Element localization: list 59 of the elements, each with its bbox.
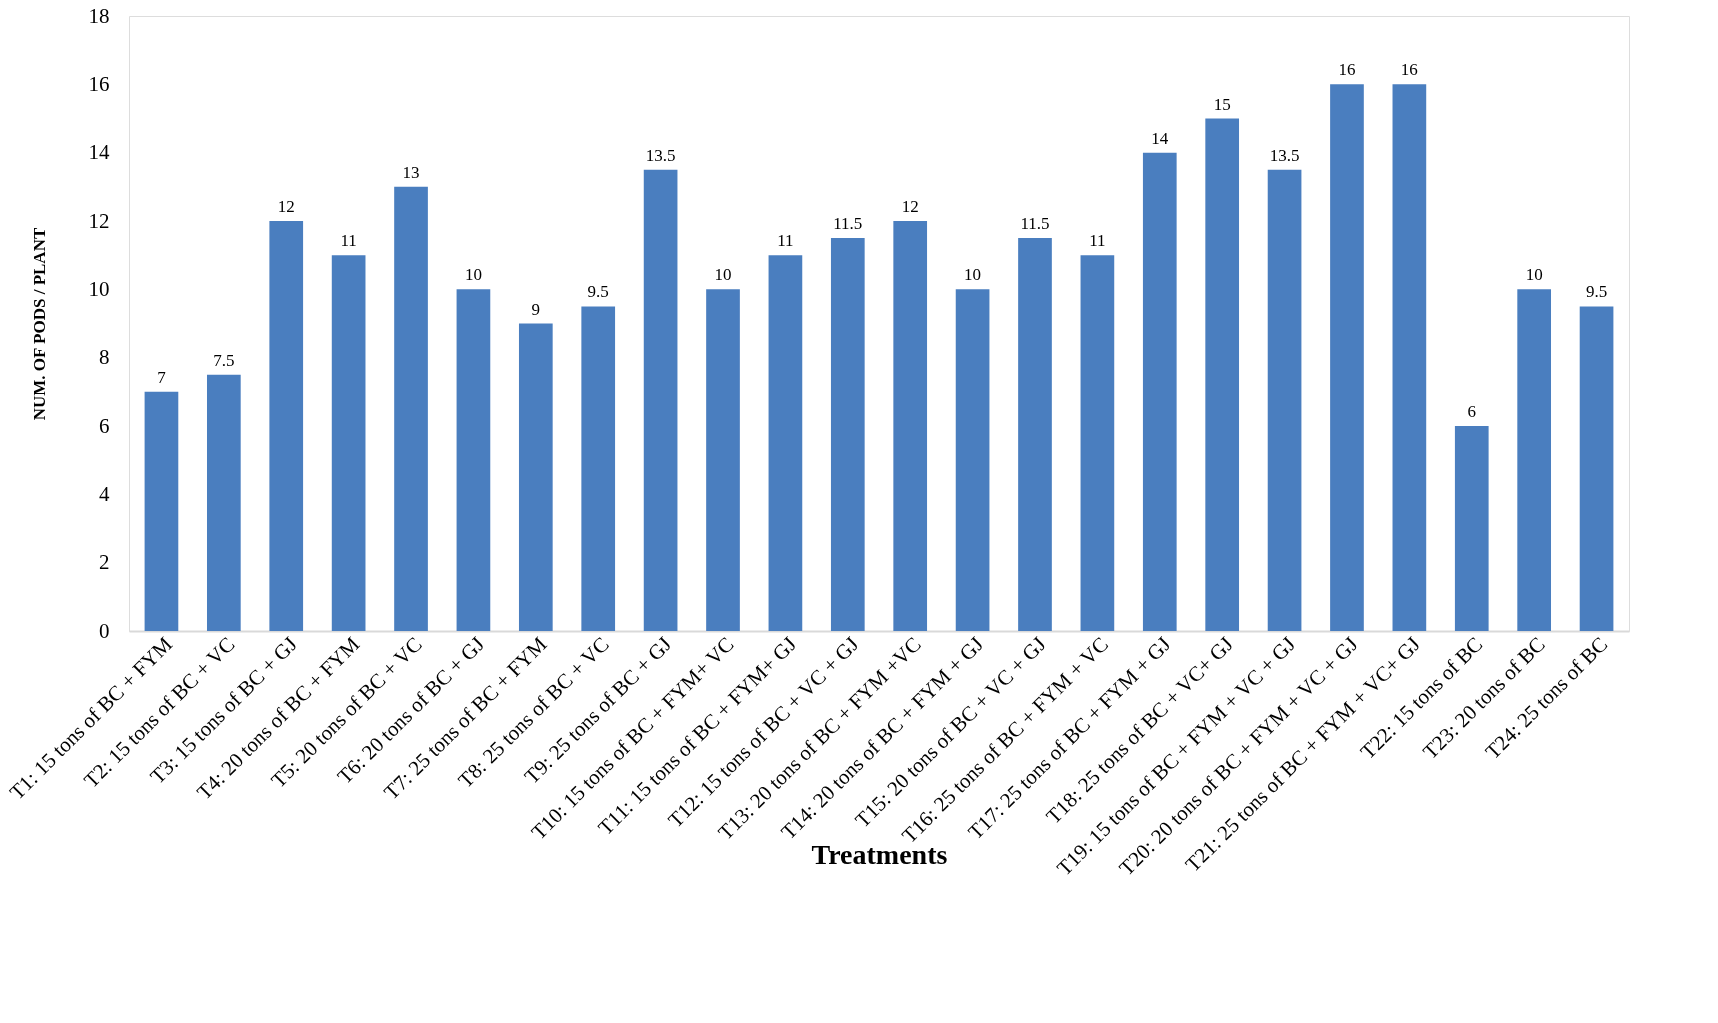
data-label: 13 <box>402 162 420 182</box>
data-label: 13.5 <box>645 145 676 165</box>
bar <box>1392 84 1427 631</box>
bar <box>1517 289 1551 631</box>
data-label: 6 <box>1467 402 1477 421</box>
bar <box>893 221 928 631</box>
bar <box>768 255 803 631</box>
data-label: 14 <box>1151 128 1169 148</box>
bar <box>144 391 179 631</box>
y-tick-label: 0 <box>99 618 110 643</box>
data-label: 10 <box>964 265 982 285</box>
y-tick-label: 12 <box>88 208 110 233</box>
y-tick-label: 10 <box>88 276 110 301</box>
data-label: 16 <box>1338 60 1356 80</box>
data-label: 11.5 <box>833 214 863 234</box>
data-label: 7.5 <box>213 350 235 370</box>
data-label: 15 <box>1213 94 1231 114</box>
bar <box>394 186 428 631</box>
y-tick-label: 6 <box>99 413 110 438</box>
bar <box>1018 238 1052 631</box>
data-label: 9.5 <box>1585 282 1608 302</box>
bar <box>269 221 304 631</box>
y-tick-label: 16 <box>88 71 110 96</box>
data-label: 9.5 <box>587 282 609 302</box>
bar <box>518 323 553 631</box>
bar <box>1205 118 1240 631</box>
y-tick-label: 2 <box>99 550 110 575</box>
bar <box>331 255 366 631</box>
data-label: 12 <box>901 197 919 216</box>
data-label: 13.5 <box>1269 145 1300 165</box>
data-label: 7 <box>157 367 167 387</box>
y-tick-label: 14 <box>88 140 110 165</box>
data-label: 16 <box>1400 60 1418 80</box>
data-label: 10 <box>714 265 732 285</box>
data-label: 10 <box>1525 265 1543 285</box>
bar <box>706 289 740 631</box>
y-tick-label: 4 <box>99 481 110 506</box>
bar <box>1579 306 1614 631</box>
data-label: 12 <box>277 197 295 216</box>
data-label: 11 <box>340 231 357 251</box>
data-label: 9 <box>531 299 541 319</box>
bar <box>1330 84 1364 631</box>
bar <box>456 289 491 631</box>
y-tick-label: 18 <box>88 3 110 28</box>
bar <box>955 289 990 631</box>
bar <box>1267 169 1302 631</box>
bar <box>1454 426 1489 631</box>
bar <box>1142 152 1177 631</box>
bar <box>1080 255 1115 631</box>
data-label: 11 <box>1089 231 1106 251</box>
y-axis-title: NUM. OF PODS / PLANT <box>29 227 49 421</box>
data-label: 10 <box>464 265 482 285</box>
data-label: 11.5 <box>1020 214 1050 234</box>
data-label: 11 <box>777 231 794 251</box>
bar <box>830 238 865 631</box>
bar <box>207 374 241 631</box>
bar <box>643 169 678 631</box>
bar <box>581 306 616 631</box>
y-tick-label: 8 <box>99 345 110 370</box>
